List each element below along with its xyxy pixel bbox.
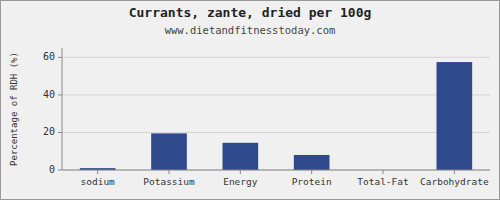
chart: Currants, zante, dried per 100g www.dieta… [0, 0, 500, 200]
tick-label: 0 [49, 164, 55, 175]
category-label: Total-Fat [357, 176, 408, 187]
tick-mark [58, 57, 62, 58]
grid-line [62, 94, 490, 95]
category-label: Protein [292, 176, 332, 187]
y-axis-label: Percentage of RDH (%) [9, 52, 19, 166]
y-axis: 0 20 40 60 [43, 48, 62, 175]
chart-container: Currants, zante, dried per 100g www.dieta… [0, 0, 500, 200]
x-tick-mark [311, 170, 312, 174]
x-tick-mark [383, 170, 384, 174]
x-tick-mark [169, 170, 170, 174]
background [1, 1, 500, 200]
grid-line [62, 57, 490, 58]
x-tick-mark [454, 170, 455, 174]
tick-mark [58, 94, 62, 95]
tick-mark [58, 170, 62, 171]
tick-label: 60 [43, 51, 55, 62]
bar [223, 143, 259, 170]
grid-line [62, 132, 490, 133]
bars [80, 62, 472, 170]
y-axis-line [62, 48, 63, 170]
bar [151, 133, 187, 170]
title: Currants, zante, dried per 100g [129, 5, 372, 20]
x-tick-mark [97, 170, 98, 174]
subtitle: www.dietandfitnesstoday.com [165, 24, 336, 36]
category-label: Potassium [143, 176, 195, 187]
x-axis-line [62, 170, 490, 171]
x-tick-mark [240, 170, 241, 174]
bar [294, 155, 330, 170]
tick-label: 40 [43, 89, 55, 100]
page: {"chart_data": {"type": "bar", "title": … [0, 0, 500, 200]
grid [62, 57, 490, 170]
category-label: Energy [223, 176, 258, 187]
category-label: sodium [81, 176, 116, 187]
tick-label: 20 [43, 126, 55, 137]
category-label: Carbohydrate [420, 176, 489, 187]
bar [437, 62, 473, 170]
x-axis: sodium Potassium Energy Protein Total-Fat Car… [62, 170, 490, 187]
grid-line [62, 170, 490, 171]
tick-mark [58, 132, 62, 133]
